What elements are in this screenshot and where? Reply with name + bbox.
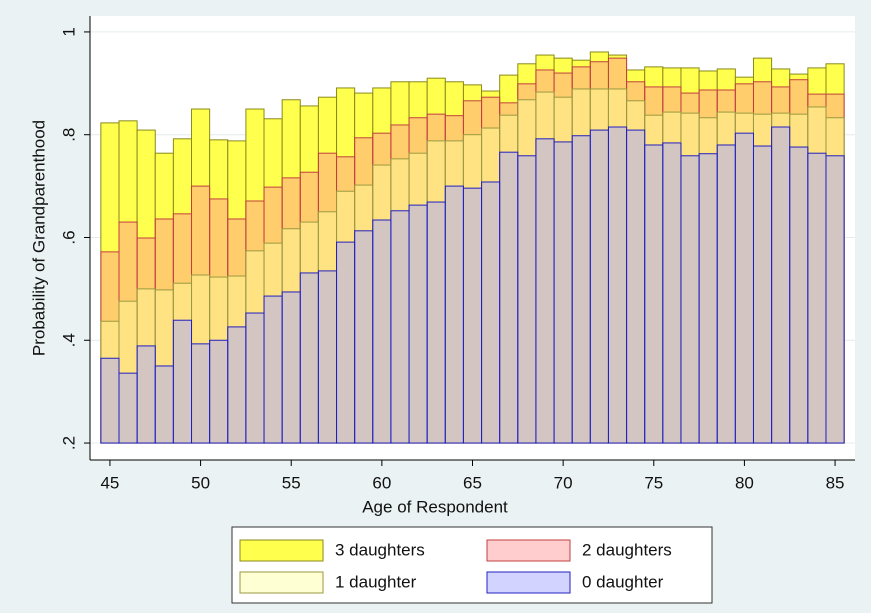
bar bbox=[517, 155, 537, 444]
bar bbox=[644, 144, 664, 444]
legend-label: 0 daughter bbox=[582, 572, 664, 591]
y-tick-label: .6 bbox=[59, 230, 78, 244]
legend-swatch bbox=[239, 571, 324, 594]
bar bbox=[481, 181, 501, 444]
bar bbox=[209, 339, 229, 444]
bar bbox=[771, 126, 791, 444]
bar bbox=[571, 135, 591, 444]
bar bbox=[734, 132, 754, 444]
bar bbox=[245, 312, 265, 444]
bar bbox=[336, 241, 356, 444]
bar bbox=[789, 146, 809, 444]
bar bbox=[100, 357, 120, 444]
bar bbox=[680, 155, 700, 444]
x-tick-label: 75 bbox=[644, 473, 663, 492]
legend-label: 2 daughters bbox=[582, 540, 672, 559]
legend-label: 3 daughters bbox=[335, 540, 425, 559]
bar bbox=[535, 138, 555, 444]
bar bbox=[716, 144, 736, 444]
x-tick-label: 85 bbox=[826, 473, 845, 492]
x-tick-label: 60 bbox=[372, 473, 391, 492]
bar bbox=[118, 372, 138, 444]
y-axis-label: Probability of Grandparenthood bbox=[29, 120, 48, 356]
legend-swatch bbox=[486, 539, 571, 562]
bar bbox=[698, 153, 718, 444]
legend-swatch bbox=[486, 571, 571, 594]
bar bbox=[281, 291, 301, 444]
bar bbox=[263, 295, 283, 444]
x-tick-label: 45 bbox=[100, 473, 119, 492]
bar bbox=[372, 219, 392, 444]
x-tick-label: 80 bbox=[735, 473, 754, 492]
bar bbox=[662, 142, 682, 444]
bar bbox=[136, 345, 156, 444]
bar bbox=[227, 326, 247, 444]
bar bbox=[426, 201, 446, 444]
bar bbox=[825, 155, 845, 444]
bar bbox=[499, 151, 519, 444]
bar bbox=[390, 210, 410, 444]
x-tick-label: 50 bbox=[191, 473, 210, 492]
legend-swatch bbox=[239, 539, 324, 562]
x-tick-label: 55 bbox=[282, 473, 301, 492]
bar bbox=[607, 126, 628, 444]
bar bbox=[589, 129, 609, 444]
y-tick-label: .4 bbox=[59, 333, 78, 347]
y-tick-label: 1 bbox=[59, 27, 78, 36]
bar bbox=[299, 272, 319, 444]
bar bbox=[752, 145, 773, 444]
bar bbox=[154, 365, 174, 444]
bar bbox=[462, 187, 483, 444]
legend-label: 1 daughter bbox=[335, 572, 417, 591]
bar bbox=[317, 270, 338, 444]
bar bbox=[354, 230, 374, 444]
bar bbox=[172, 319, 193, 444]
x-tick-label: 65 bbox=[463, 473, 482, 492]
bar bbox=[807, 152, 827, 444]
bar bbox=[191, 343, 211, 444]
bar bbox=[408, 204, 428, 444]
x-tick-label: 70 bbox=[554, 473, 573, 492]
bar bbox=[553, 141, 573, 444]
x-axis-label: Age of Respondent bbox=[362, 497, 508, 516]
y-tick-label: .8 bbox=[59, 128, 78, 142]
y-tick-label: .2 bbox=[59, 436, 78, 450]
bar bbox=[444, 185, 464, 444]
bar bbox=[626, 129, 646, 444]
